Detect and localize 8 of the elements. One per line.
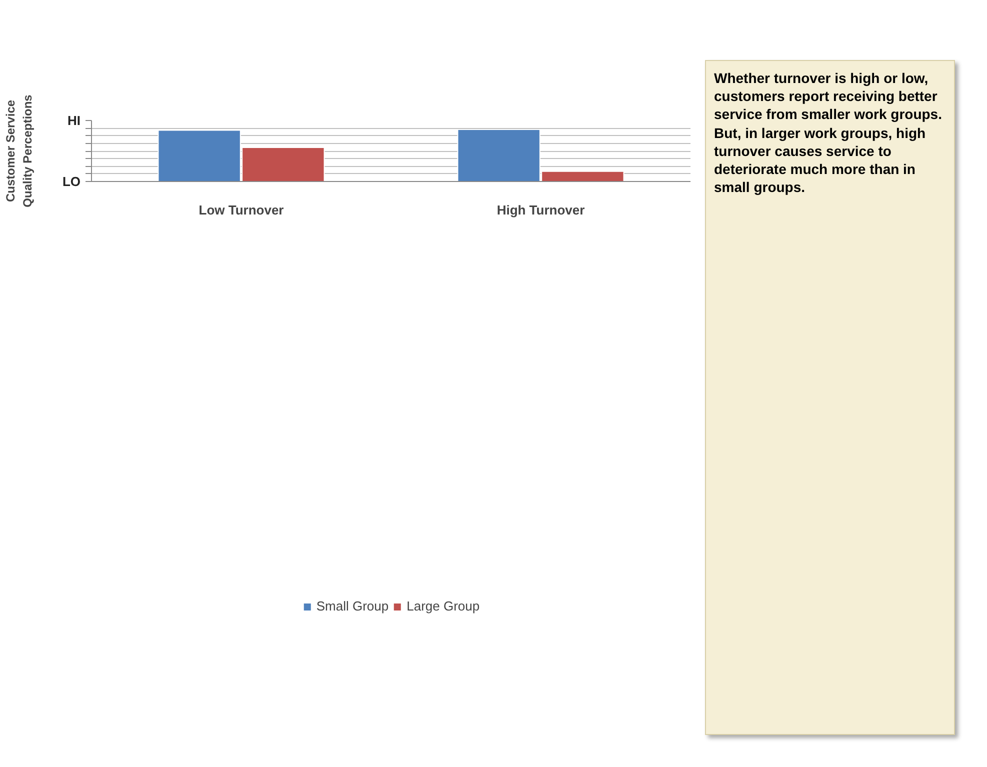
text: LO: [62, 174, 81, 189]
x-tick-label: Low Turnover: [198, 202, 284, 218]
y-axis-title: Customer Service Quality Perceptions: [4, 94, 34, 208]
legend-label: Small Group: [316, 598, 389, 614]
x-tick-label: High Turnover: [496, 202, 585, 218]
legend-label: Large Group: [406, 598, 480, 614]
text: Whether turnover is high or low, customers report receiving better service from smaller work groups. But, in larger work groups, high turnover causes service to deteriorate much more than in small groups.: [714, 69, 943, 196]
text: HI: [68, 113, 80, 128]
